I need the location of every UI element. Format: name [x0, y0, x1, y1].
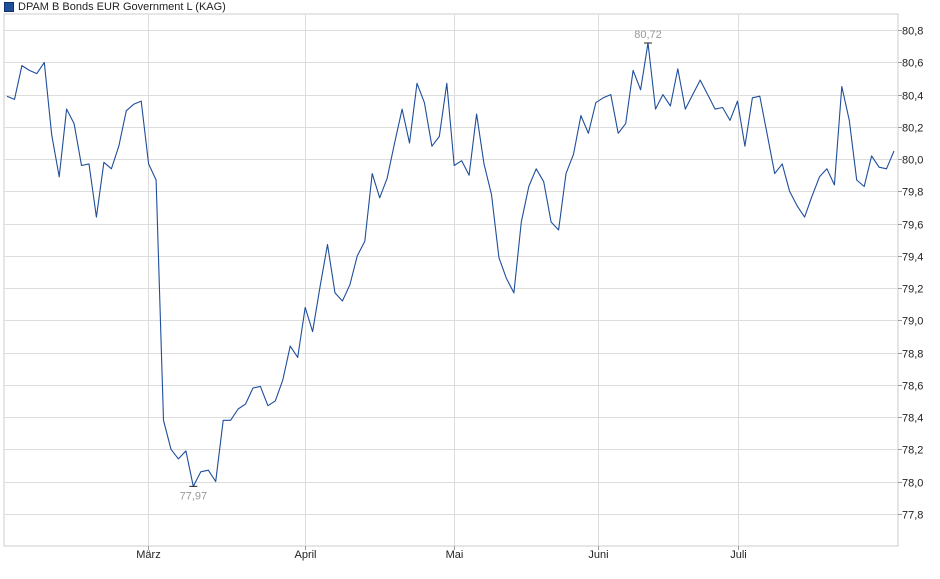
series-line [6, 42, 895, 487]
x-tick-label: März [136, 549, 160, 561]
y-tick-label: 78,2 [902, 445, 923, 457]
x-tick-label: Juni [588, 549, 608, 561]
legend-swatch [4, 2, 14, 12]
y-tick-label: 78,6 [902, 381, 923, 393]
chart-title: DPAM B Bonds EUR Government L (KAG) [18, 1, 226, 13]
x-tick-label: Juli [730, 549, 747, 561]
y-tick-label: 80,6 [902, 58, 923, 70]
y-tick-label: 80,0 [902, 155, 923, 167]
y-tick-label: 78,8 [902, 349, 923, 361]
y-tick-label: 79,0 [902, 316, 923, 328]
y-tick-label: 79,2 [902, 284, 923, 296]
y-tick-label: 77,8 [902, 510, 923, 522]
x-tick-label: April [294, 549, 316, 561]
x-tick-label: Mai [446, 549, 464, 561]
y-tick-label: 78,4 [902, 413, 923, 425]
y-tick-label: 80,2 [902, 123, 923, 135]
y-tick-label: 80,8 [902, 26, 923, 38]
y-tick-label: 79,4 [902, 252, 923, 264]
y-tick-label: 79,6 [902, 220, 923, 232]
legend: DPAM B Bonds EUR Government L (KAG) [4, 0, 226, 14]
y-tick-label: 80,4 [902, 91, 923, 103]
y-tick-label: 79,8 [902, 187, 923, 199]
annotation-label: 80,72 [634, 29, 662, 41]
y-tick-label: 78,0 [902, 478, 923, 490]
annotation-label: 77,97 [180, 490, 208, 502]
plot-frame [3, 13, 899, 547]
